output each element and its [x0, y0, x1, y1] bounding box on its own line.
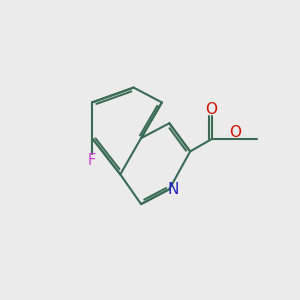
Text: F: F: [88, 154, 96, 169]
Text: N: N: [167, 182, 178, 197]
Text: O: O: [229, 125, 241, 140]
Text: O: O: [206, 102, 218, 117]
